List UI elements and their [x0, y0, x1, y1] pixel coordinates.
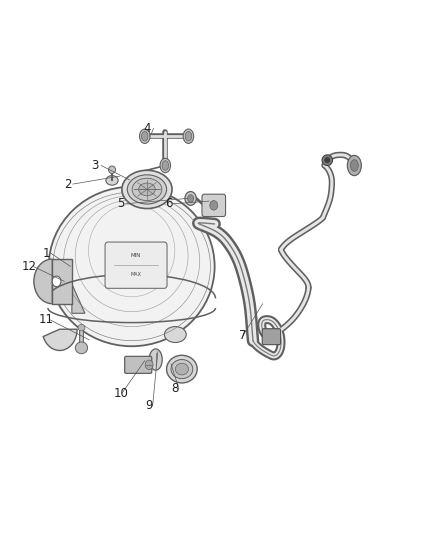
- Ellipse shape: [52, 276, 61, 287]
- Text: 10: 10: [113, 386, 128, 400]
- Ellipse shape: [132, 178, 162, 200]
- Text: 2: 2: [65, 177, 72, 191]
- Wedge shape: [43, 329, 77, 351]
- Text: MIN: MIN: [131, 253, 141, 259]
- Text: MAX: MAX: [131, 272, 141, 277]
- Ellipse shape: [78, 325, 85, 331]
- Ellipse shape: [127, 175, 166, 204]
- Text: 6: 6: [165, 197, 173, 211]
- Polygon shape: [72, 284, 85, 313]
- Text: 3: 3: [91, 159, 98, 172]
- Text: 5: 5: [117, 197, 124, 211]
- Ellipse shape: [183, 129, 194, 143]
- Ellipse shape: [160, 158, 170, 173]
- FancyBboxPatch shape: [105, 242, 167, 288]
- FancyBboxPatch shape: [262, 329, 281, 345]
- Ellipse shape: [106, 175, 118, 185]
- Ellipse shape: [175, 364, 188, 375]
- Ellipse shape: [350, 160, 358, 171]
- Ellipse shape: [109, 166, 116, 173]
- Ellipse shape: [185, 191, 196, 205]
- FancyBboxPatch shape: [52, 259, 72, 304]
- Ellipse shape: [75, 342, 88, 354]
- Ellipse shape: [139, 183, 155, 196]
- Ellipse shape: [171, 360, 193, 378]
- Ellipse shape: [141, 132, 148, 141]
- FancyBboxPatch shape: [202, 194, 226, 216]
- Text: 12: 12: [21, 260, 37, 273]
- Ellipse shape: [210, 200, 218, 210]
- Ellipse shape: [166, 356, 197, 383]
- Ellipse shape: [325, 158, 330, 163]
- Text: 8: 8: [172, 382, 179, 395]
- Ellipse shape: [185, 132, 192, 141]
- Ellipse shape: [49, 187, 215, 346]
- Ellipse shape: [145, 360, 153, 369]
- Text: 11: 11: [39, 313, 54, 326]
- Ellipse shape: [322, 155, 332, 165]
- Ellipse shape: [149, 349, 162, 370]
- FancyBboxPatch shape: [125, 357, 152, 373]
- Text: 9: 9: [145, 399, 153, 413]
- Text: 4: 4: [143, 122, 151, 135]
- Ellipse shape: [162, 161, 169, 170]
- Ellipse shape: [347, 156, 361, 175]
- Wedge shape: [34, 259, 52, 304]
- Ellipse shape: [164, 327, 186, 343]
- Text: 1: 1: [43, 247, 50, 260]
- Ellipse shape: [140, 129, 150, 143]
- Ellipse shape: [122, 170, 172, 208]
- Text: 7: 7: [239, 329, 247, 342]
- Ellipse shape: [187, 195, 194, 202]
